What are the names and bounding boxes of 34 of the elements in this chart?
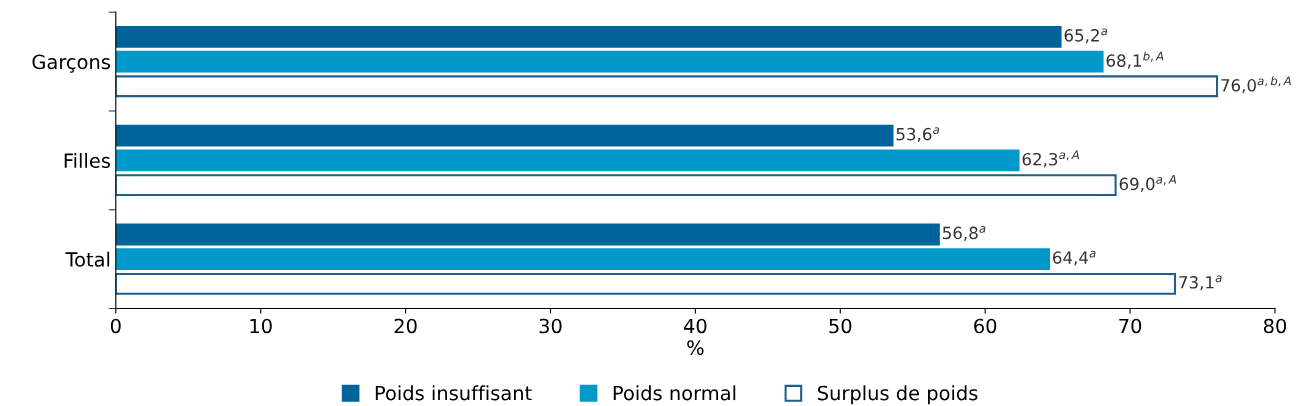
data-label: 56,8$^{a}$ <box>943 226 986 241</box>
bar <box>115 75 1219 98</box>
x-tick-label: 40 <box>683 318 707 334</box>
bar <box>115 272 1177 295</box>
legend-label: Poids normal <box>613 385 736 401</box>
y-tick-label: Garçons <box>32 54 110 73</box>
legend-label: Poids insuffisant <box>375 385 532 401</box>
x-tick-label: 70 <box>1119 318 1142 334</box>
y-tick-label: Filles <box>64 152 110 169</box>
data-label: 65,2$^{a}$ <box>1064 28 1108 44</box>
y-tick-label: Total <box>65 251 110 267</box>
data-label: 76,0$^{a,b,A}$ <box>1221 76 1291 94</box>
bar <box>115 248 1050 271</box>
bar <box>115 50 1104 73</box>
x-tick-label: 60 <box>974 318 997 334</box>
data-label: 53,6$^{a}$ <box>896 127 939 143</box>
bar <box>115 25 1062 48</box>
bar <box>115 149 1020 172</box>
bar <box>115 124 894 147</box>
bar <box>115 223 940 246</box>
x-axis-title: % <box>687 340 704 355</box>
data-label: 73,1$^{a}$ <box>1179 275 1222 291</box>
bar <box>115 174 1117 196</box>
x-tick-label: 0 <box>110 318 121 334</box>
x-tick-label: 20 <box>394 318 417 334</box>
x-tick-label: 10 <box>250 318 272 334</box>
x-tick-label: 30 <box>539 318 562 334</box>
x-tick-label: 80 <box>1263 318 1287 334</box>
data-label: 64,4$^{a}$ <box>1053 250 1096 266</box>
legend-label: Surplus de poids <box>818 385 978 405</box>
x-tick-label: 50 <box>829 318 852 334</box>
data-label: 69,0$^{a,A}$ <box>1119 175 1177 192</box>
data-label: 62,3$^{a,A}$ <box>1022 150 1079 168</box>
data-label: 68,1$^{b,A}$ <box>1106 51 1164 69</box>
